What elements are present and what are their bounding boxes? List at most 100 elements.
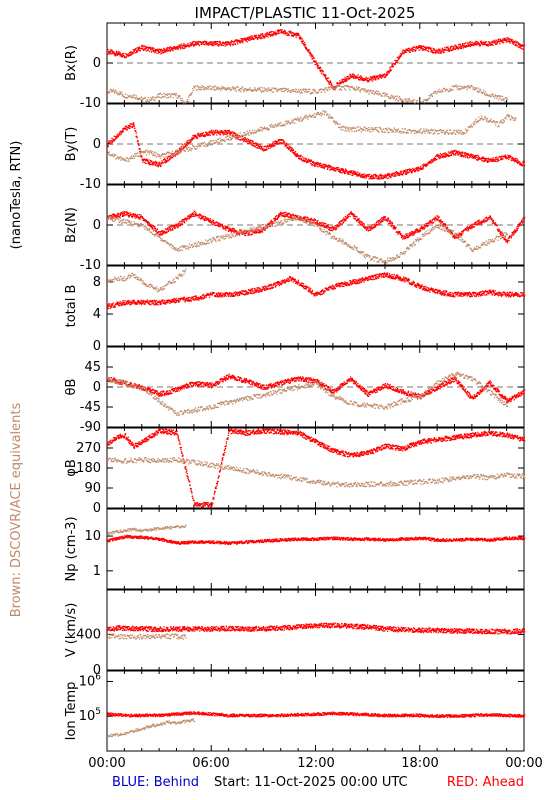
data-point <box>158 164 160 166</box>
data-point <box>270 146 273 148</box>
data-point <box>365 177 367 179</box>
data-point <box>163 96 166 98</box>
data-point <box>231 87 233 89</box>
data-point <box>469 44 471 46</box>
data-point <box>513 119 515 121</box>
data-point <box>286 120 288 122</box>
data-point <box>460 153 462 155</box>
data-point <box>310 116 313 118</box>
data-point <box>243 138 245 140</box>
data-point <box>482 41 485 43</box>
data-point <box>432 92 434 95</box>
data-point <box>267 147 269 150</box>
data-point <box>368 77 370 79</box>
data-point <box>312 56 314 58</box>
data-point <box>389 97 391 99</box>
data-point <box>159 93 161 95</box>
data-point <box>153 161 156 164</box>
data-point <box>417 102 419 104</box>
data-point <box>129 51 131 54</box>
data-point <box>292 32 295 34</box>
data-point <box>439 48 441 51</box>
data-point <box>118 215 120 217</box>
data-point <box>319 67 321 70</box>
data-point <box>117 53 119 55</box>
data-point <box>195 43 198 46</box>
data-point <box>342 170 344 172</box>
data-point <box>254 146 256 148</box>
y-tick-label: 0 <box>93 56 101 71</box>
data-point <box>255 36 257 39</box>
data-point <box>122 211 124 213</box>
data-point <box>132 94 134 96</box>
data-point <box>455 46 457 48</box>
data-point <box>184 146 186 148</box>
data-point <box>396 129 398 131</box>
data-point <box>283 31 285 33</box>
data-point <box>171 228 174 230</box>
data-point <box>335 85 337 87</box>
data-point <box>120 157 123 159</box>
data-point <box>346 78 349 80</box>
data-point <box>258 88 260 90</box>
data-point <box>386 71 388 73</box>
data-point <box>505 39 507 41</box>
data-point <box>379 73 381 76</box>
data-point <box>179 47 181 49</box>
data-point <box>312 89 314 91</box>
data-point <box>196 40 198 43</box>
data-point <box>398 56 400 58</box>
data-point <box>187 101 189 103</box>
data-point <box>435 158 437 161</box>
data-point <box>432 133 434 135</box>
data-point <box>209 140 211 143</box>
data-point <box>518 46 520 48</box>
data-point <box>156 228 159 230</box>
data-point <box>437 155 439 157</box>
data-point <box>384 131 386 133</box>
data-point <box>287 146 289 149</box>
data-point <box>287 88 289 90</box>
data-point <box>345 168 347 170</box>
data-point <box>261 90 263 92</box>
data-point <box>219 130 221 132</box>
data-point <box>504 100 506 103</box>
data-point <box>218 41 220 43</box>
data-point <box>399 53 402 55</box>
data-point <box>466 89 468 91</box>
data-point <box>328 165 330 167</box>
data-point <box>507 156 509 159</box>
data-point <box>140 150 142 152</box>
data-point <box>387 131 389 134</box>
data-point <box>267 145 269 147</box>
data-point <box>515 40 517 42</box>
data-point <box>346 127 349 129</box>
data-point <box>344 78 346 80</box>
data-point <box>483 92 485 94</box>
data-point <box>169 158 171 160</box>
data-point <box>499 122 501 124</box>
data-point <box>259 147 261 149</box>
data-point <box>250 133 252 135</box>
data-point <box>482 157 484 159</box>
data-point <box>273 32 276 35</box>
data-point <box>168 155 170 158</box>
data-point <box>367 89 369 91</box>
data-point <box>391 66 393 68</box>
data-point <box>291 32 293 34</box>
data-point <box>299 37 302 39</box>
data-point <box>385 74 388 77</box>
data-point <box>130 96 132 98</box>
data-point <box>147 46 149 48</box>
data-point <box>442 153 444 155</box>
data-point <box>200 213 202 216</box>
data-point <box>249 234 251 236</box>
data-point <box>452 48 455 50</box>
data-point <box>283 33 285 35</box>
data-point <box>454 45 456 47</box>
data-point <box>421 164 424 166</box>
data-point <box>134 215 136 218</box>
data-point <box>149 164 152 166</box>
data-point <box>309 51 311 53</box>
data-point <box>408 171 410 173</box>
